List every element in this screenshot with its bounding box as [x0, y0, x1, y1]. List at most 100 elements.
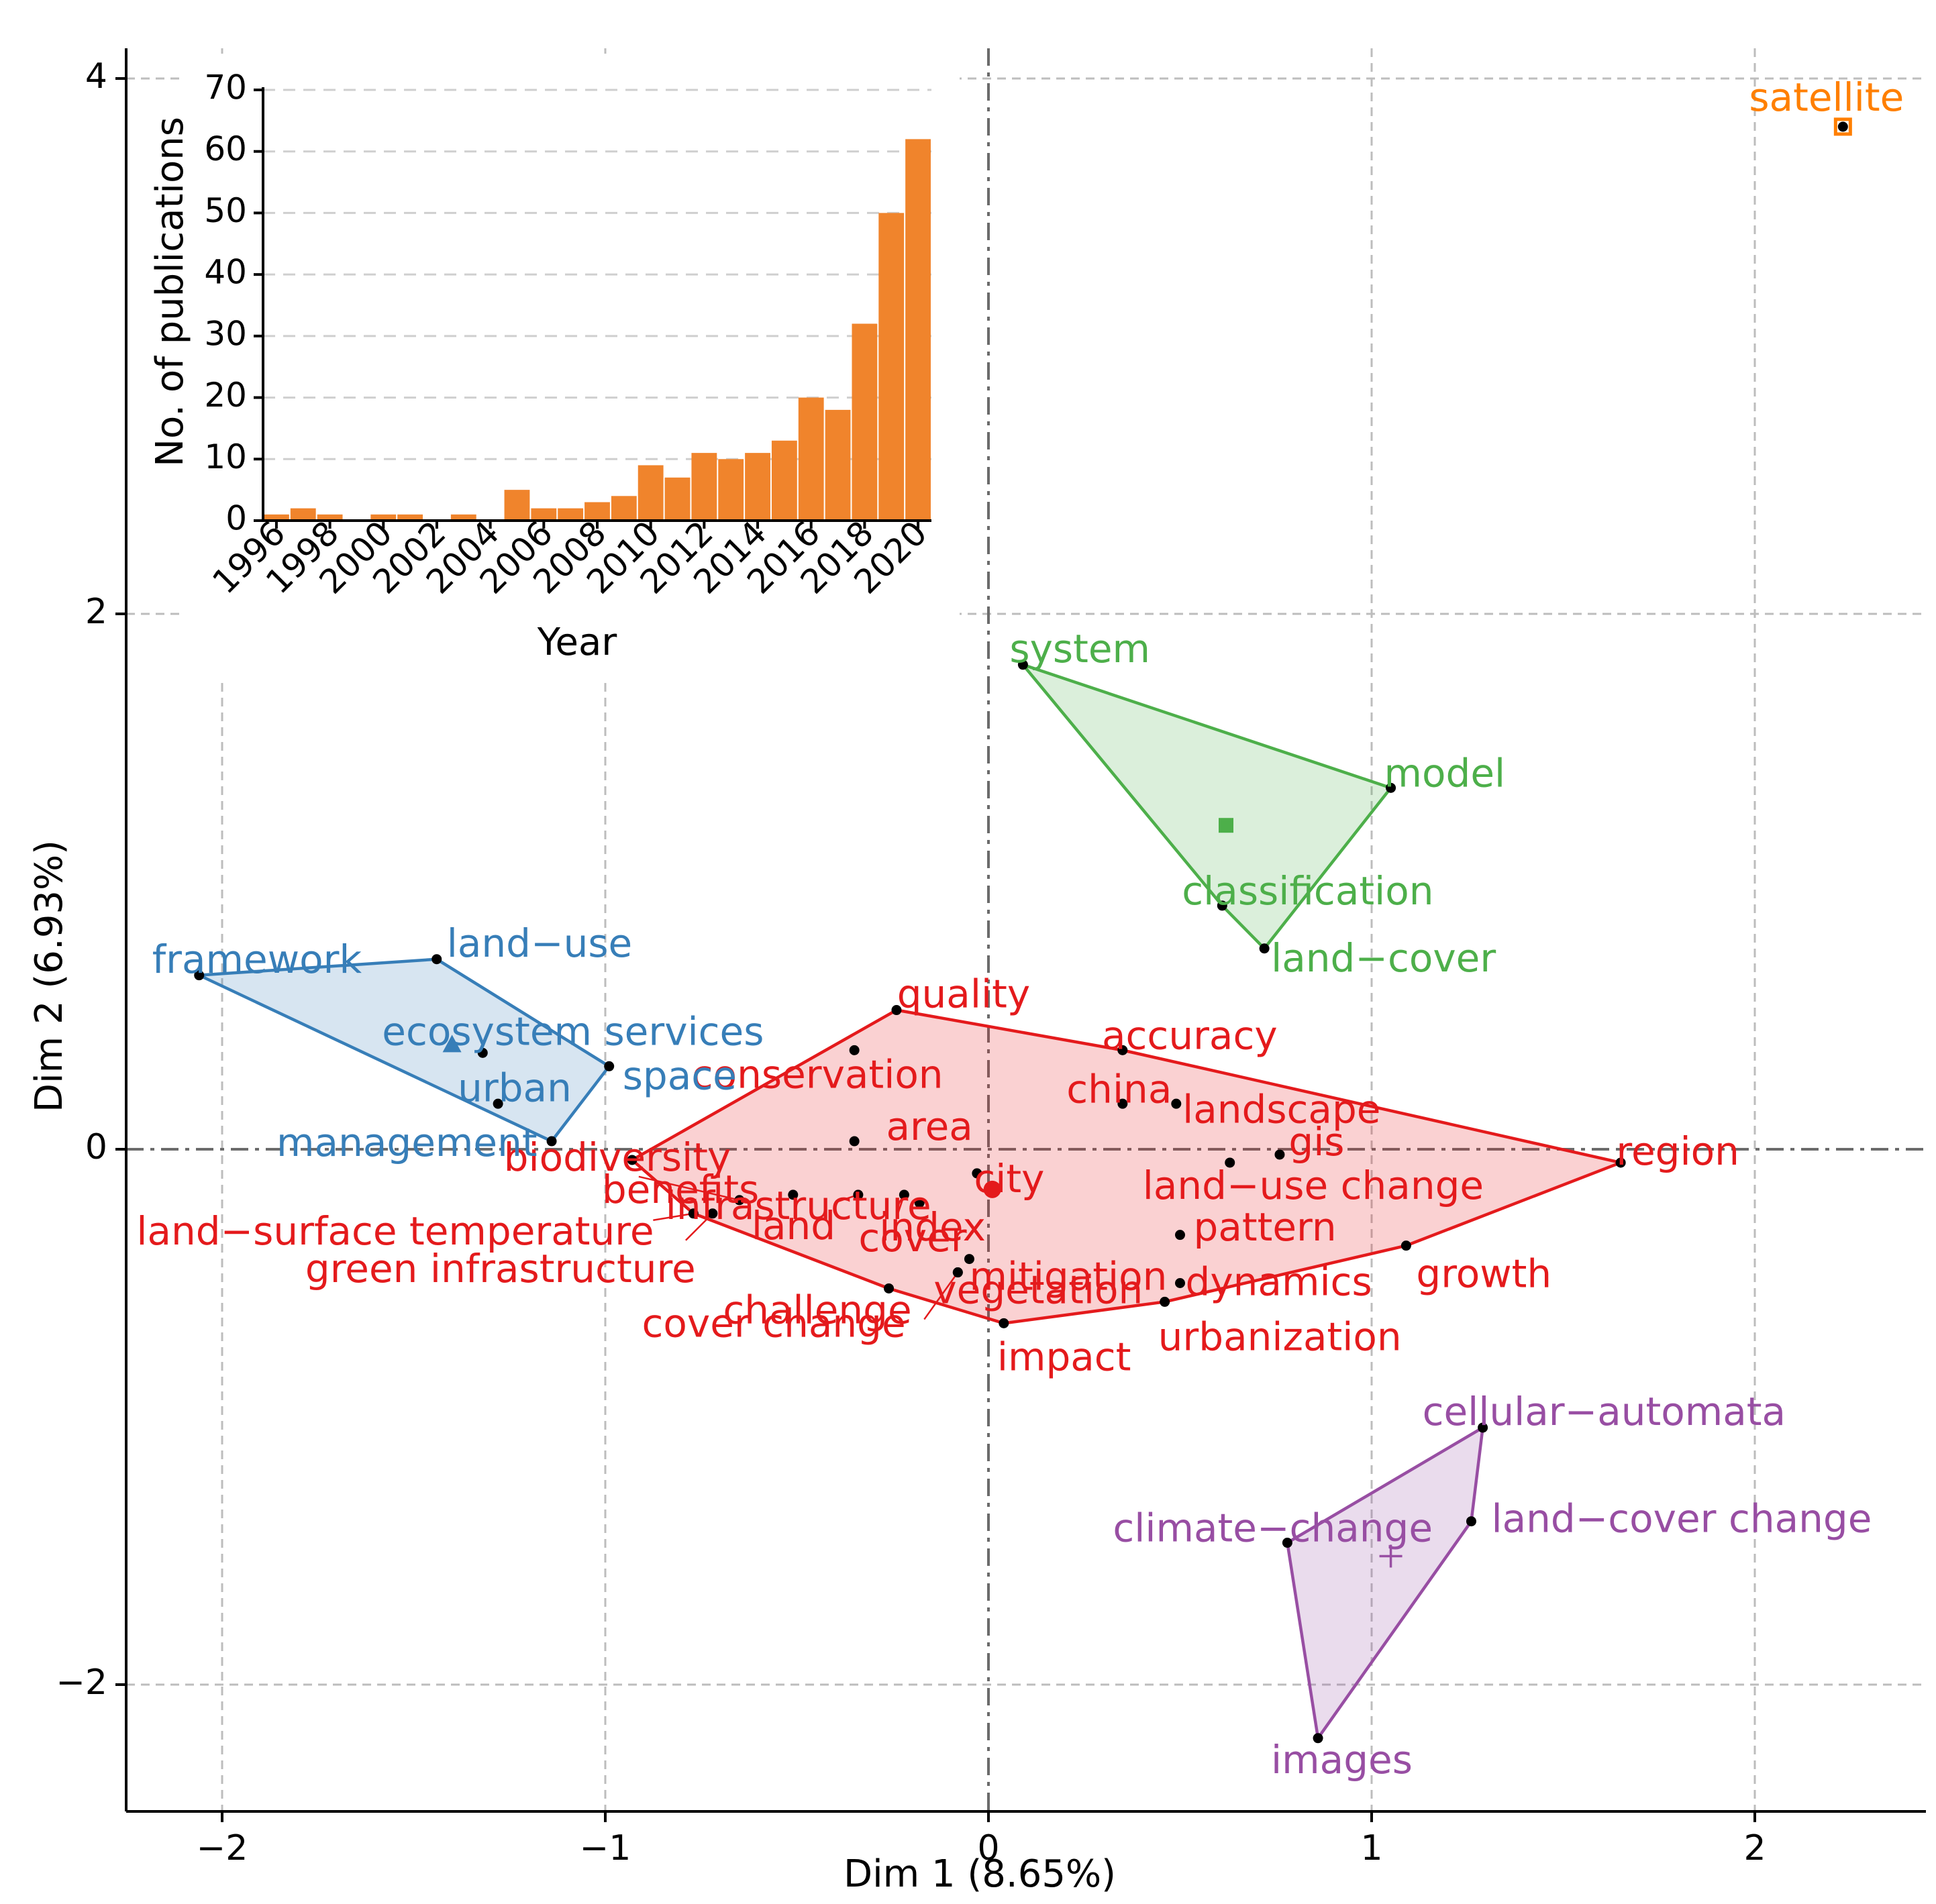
label-challenge: challenge	[723, 1287, 911, 1333]
label-area: area	[886, 1104, 972, 1149]
bar-2007	[558, 508, 584, 521]
point-system	[1017, 659, 1028, 670]
label-vegetation: vegetation	[933, 1267, 1143, 1313]
inset-y-tick-label: 40	[204, 253, 247, 292]
label-accuracy: accuracy	[1102, 1012, 1278, 1058]
x-tick-label: −1	[580, 1828, 631, 1868]
label-ecosystem-services: ecosystem services	[382, 1008, 764, 1054]
point-conservation	[849, 1045, 860, 1055]
point-land-cover-change	[1466, 1516, 1476, 1527]
leader-challenge	[923, 1271, 959, 1320]
point-landscape	[1171, 1098, 1182, 1109]
cluster-hulls	[197, 663, 1623, 1740]
label-quality: quality	[897, 971, 1030, 1017]
bar-2016	[798, 397, 824, 521]
inset-y-axis-label: No. of publications	[148, 117, 192, 467]
point-classification	[1217, 900, 1227, 911]
point-framework	[194, 970, 205, 981]
point-model	[1386, 782, 1396, 793]
label-growth: growth	[1416, 1251, 1551, 1297]
label-images: images	[1271, 1737, 1413, 1783]
label-land-use-change: land−use change	[1143, 1163, 1484, 1208]
inset-y-tick-label: 10	[204, 437, 247, 476]
point-climate-change	[1282, 1538, 1292, 1548]
bar-2011	[664, 477, 691, 521]
label-landscape: landscape	[1182, 1086, 1380, 1132]
label-mitigation: mitigation	[969, 1254, 1167, 1300]
point-pattern	[1175, 1230, 1185, 1240]
x-tick-label: 0	[977, 1828, 999, 1868]
inset-y-tick-label: 20	[204, 376, 247, 415]
label-china: china	[1066, 1066, 1172, 1112]
point-green-infrastructure	[707, 1208, 718, 1219]
bar-2013	[718, 459, 744, 521]
label-climate-change: climate−change	[1113, 1505, 1433, 1551]
label-conservation: conservation	[692, 1051, 944, 1097]
bar-2019	[878, 213, 905, 521]
point-images	[1313, 1733, 1323, 1744]
point-space	[604, 1061, 615, 1071]
label-satellite: satellite	[1749, 74, 1904, 120]
label-index: index	[879, 1204, 986, 1250]
point-ecosystem-services	[477, 1047, 488, 1058]
point-land-surface-temperature	[688, 1208, 699, 1219]
label-gis: gis	[1288, 1119, 1344, 1165]
bar-2001	[397, 514, 423, 521]
label-infrastructure: infrastructure	[666, 1183, 931, 1228]
cluster-red-hull	[630, 1008, 1623, 1325]
inset-x-axis-label: Year	[537, 621, 618, 664]
label-land-surface-temperature: land−surface temperature	[136, 1208, 654, 1254]
bar-2015	[771, 440, 797, 521]
leader-benefits	[638, 1175, 740, 1202]
label-land: land	[752, 1203, 835, 1249]
bar-2018	[852, 323, 878, 521]
cluster-green-centroid	[1219, 818, 1234, 833]
point-cover	[899, 1189, 909, 1200]
point-land-use	[431, 954, 442, 965]
label-dynamics: dynamics	[1186, 1259, 1372, 1305]
inset-bar-chart: 0102030405060701996199820002002200420062…	[148, 54, 960, 678]
point-urban	[493, 1098, 503, 1109]
label-biodiversity: biodiversity	[504, 1134, 731, 1180]
label-cover-change: cover change	[642, 1301, 906, 1346]
bar-2017	[825, 409, 851, 521]
y-tick-label: 2	[85, 592, 107, 632]
point-labels: quality conservation accuracy china landscap…	[136, 74, 1904, 1783]
main-axes: −2 −1 0 1 2 −2 0 2 4	[56, 48, 1926, 1868]
point-gis	[1274, 1149, 1285, 1160]
x-axis-label: Dim 1 (8.65%)	[844, 1852, 1116, 1896]
point-city	[972, 1168, 982, 1179]
bar-2020	[905, 139, 931, 521]
point-management	[546, 1136, 557, 1147]
y-tick-label: −2	[56, 1662, 107, 1703]
bar-2000	[370, 514, 397, 521]
point-land	[853, 1189, 864, 1200]
label-urban: urban	[458, 1065, 572, 1110]
bar-1998	[317, 514, 343, 521]
point-china	[1117, 1098, 1128, 1109]
y-tick-label: 0	[85, 1127, 107, 1167]
bar-1997	[290, 508, 316, 521]
label-space: space	[623, 1053, 737, 1098]
point-land-cover	[1259, 943, 1270, 954]
label-framework: framework	[152, 937, 362, 982]
label-model: model	[1384, 750, 1506, 796]
y-axis-label: Dim 2 (6.93%)	[28, 840, 71, 1112]
inset-y-tick-label: 60	[204, 129, 247, 168]
point-index	[914, 1198, 925, 1208]
label-cover: cover	[858, 1215, 966, 1261]
point-mitigation	[964, 1254, 974, 1265]
label-cellular-automata: cellular−automata	[1423, 1389, 1786, 1434]
bar-2006	[531, 508, 557, 521]
label-system: system	[1009, 626, 1150, 672]
label-green-infrastructure: green infrastructure	[305, 1246, 696, 1291]
bar-2012	[691, 453, 717, 521]
point-area	[849, 1136, 860, 1147]
label-land-cover: land−cover	[1271, 935, 1496, 981]
point-urbanization	[1160, 1296, 1170, 1307]
inset-y-tick-label: 70	[204, 68, 247, 107]
label-impact: impact	[997, 1334, 1131, 1379]
data-points	[194, 117, 1852, 1744]
cluster-blue-centroid	[442, 1035, 462, 1053]
